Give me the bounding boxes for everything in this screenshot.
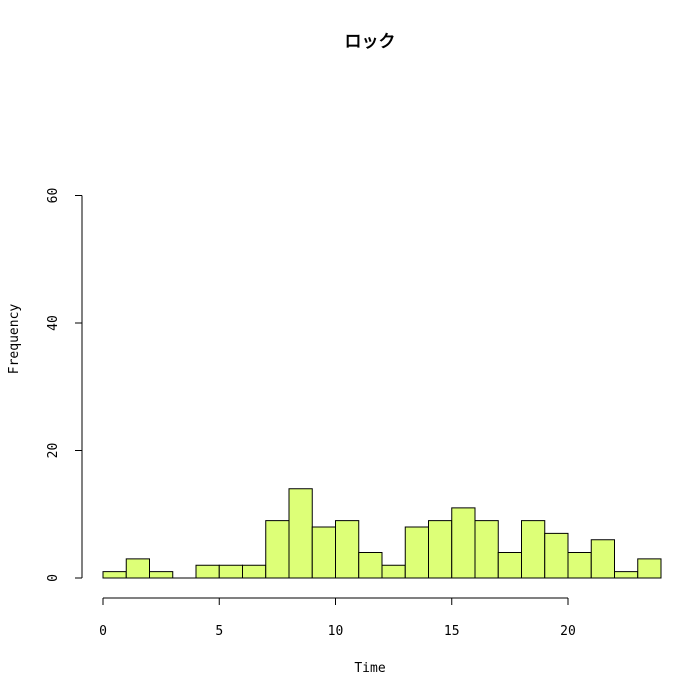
histogram-bar-22 (614, 571, 639, 579)
x-tick-label: 15 (444, 624, 460, 639)
histogram-bar-15 (451, 507, 476, 579)
histogram-bar-23 (637, 558, 662, 579)
chart-title: ロック (345, 32, 396, 52)
x-axis: 0 5 10 15 20 (99, 597, 576, 639)
histogram-bar-12 (381, 564, 406, 579)
y-tick-label: 20 (46, 443, 61, 459)
histogram-bar-8 (288, 488, 313, 579)
histogram-bar-9 (311, 526, 336, 579)
x-tick-label: 0 (99, 624, 107, 639)
histogram-bar-16 (474, 520, 499, 579)
histogram-bar-5 (218, 564, 243, 579)
bars-group (102, 488, 662, 579)
histogram-bar-0 (102, 571, 127, 579)
histogram-bar-17 (497, 552, 522, 579)
x-axis-label: Time (354, 661, 385, 676)
histogram-bar-20 (567, 552, 592, 579)
histogram-bar-10 (335, 520, 360, 579)
y-axis: 0 20 40 60 (46, 188, 83, 582)
x-tick-label: 20 (560, 624, 576, 639)
y-tick-label: 60 (46, 188, 61, 204)
histogram-bar-1 (125, 558, 150, 579)
histogram-bar-6 (242, 564, 267, 579)
histogram-bar-13 (404, 526, 429, 579)
y-tick-label: 0 (46, 574, 61, 582)
x-tick-label: 5 (215, 624, 223, 639)
histogram-bar-2 (149, 571, 174, 579)
histogram-bar-14 (428, 520, 453, 579)
histogram-bar-4 (195, 564, 220, 579)
histogram-bar-21 (590, 539, 615, 579)
histogram-bar-11 (358, 552, 383, 579)
x-tick-label: 10 (328, 624, 344, 639)
y-tick-label: 40 (46, 315, 61, 331)
histogram-bar-7 (265, 520, 290, 579)
y-axis-label: Frequency (7, 304, 22, 375)
histogram-bar-18 (521, 520, 546, 579)
histogram-bar-19 (544, 532, 569, 579)
